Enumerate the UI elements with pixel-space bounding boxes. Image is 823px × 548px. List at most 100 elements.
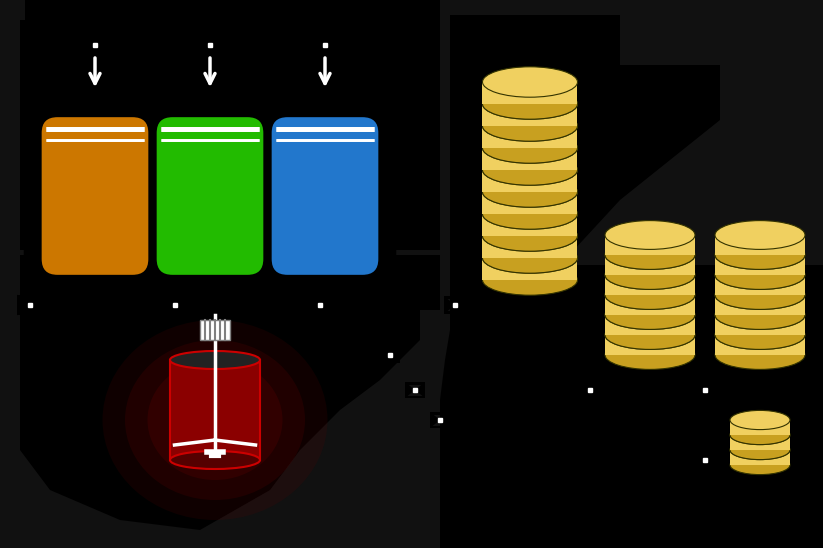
Ellipse shape (482, 243, 578, 273)
Bar (444, 296, 466, 299)
Ellipse shape (715, 261, 805, 289)
Polygon shape (694, 381, 705, 399)
Bar (482, 214, 578, 236)
Polygon shape (430, 412, 440, 428)
Polygon shape (705, 451, 716, 469)
Bar (482, 236, 578, 258)
Ellipse shape (482, 155, 578, 185)
Bar (197, 35, 223, 38)
Ellipse shape (482, 133, 578, 163)
Bar (715, 315, 805, 335)
Bar (170, 360, 260, 460)
Bar (380, 361, 400, 363)
Ellipse shape (730, 455, 790, 475)
Polygon shape (440, 265, 480, 548)
Bar (694, 466, 716, 469)
Ellipse shape (730, 441, 790, 460)
Ellipse shape (715, 241, 805, 270)
FancyBboxPatch shape (139, 98, 281, 291)
Bar (82, 35, 108, 38)
Polygon shape (380, 347, 390, 363)
Ellipse shape (103, 320, 328, 520)
Bar (605, 295, 695, 315)
Bar (17, 312, 43, 316)
Polygon shape (450, 15, 720, 265)
Bar (605, 235, 695, 255)
Bar (197, 52, 223, 55)
Bar (482, 258, 578, 280)
Polygon shape (20, 290, 420, 440)
Ellipse shape (482, 243, 578, 273)
Bar (715, 275, 805, 295)
Polygon shape (17, 295, 30, 316)
Polygon shape (325, 35, 338, 55)
Bar (405, 396, 425, 398)
Bar (482, 104, 578, 126)
Bar (605, 275, 695, 295)
FancyBboxPatch shape (40, 116, 150, 276)
Ellipse shape (605, 241, 695, 270)
Bar (730, 420, 790, 435)
Ellipse shape (605, 221, 695, 249)
FancyBboxPatch shape (156, 116, 264, 276)
Bar (715, 235, 805, 255)
Bar (715, 295, 805, 315)
Ellipse shape (715, 261, 805, 289)
Ellipse shape (482, 111, 578, 141)
Polygon shape (579, 381, 590, 399)
Polygon shape (415, 382, 425, 398)
Ellipse shape (147, 360, 282, 480)
Ellipse shape (715, 341, 805, 369)
Bar (730, 450, 790, 465)
Polygon shape (20, 255, 440, 310)
Ellipse shape (605, 261, 695, 289)
Bar (82, 52, 108, 55)
FancyBboxPatch shape (40, 116, 150, 276)
Bar (380, 347, 400, 350)
Ellipse shape (482, 111, 578, 141)
Ellipse shape (482, 199, 578, 229)
Polygon shape (162, 295, 175, 316)
Ellipse shape (170, 351, 260, 369)
Polygon shape (694, 451, 705, 469)
Bar (307, 295, 333, 298)
Ellipse shape (715, 221, 805, 249)
Ellipse shape (605, 281, 695, 310)
Bar (694, 451, 716, 454)
Polygon shape (82, 35, 95, 55)
Bar (694, 396, 716, 399)
Ellipse shape (730, 441, 790, 460)
Polygon shape (175, 295, 188, 316)
Polygon shape (210, 35, 223, 55)
Polygon shape (590, 381, 601, 399)
Bar (482, 126, 578, 148)
FancyBboxPatch shape (156, 116, 264, 276)
Bar (730, 435, 790, 450)
Ellipse shape (482, 177, 578, 207)
Ellipse shape (482, 89, 578, 119)
Bar (430, 425, 450, 428)
Polygon shape (440, 412, 450, 428)
Ellipse shape (605, 301, 695, 329)
Ellipse shape (482, 155, 578, 185)
Ellipse shape (482, 177, 578, 207)
Bar (405, 382, 425, 385)
Bar (715, 255, 805, 275)
Ellipse shape (605, 261, 695, 289)
Ellipse shape (715, 321, 805, 350)
Polygon shape (450, 265, 823, 548)
Bar (482, 148, 578, 170)
Polygon shape (20, 20, 440, 250)
Bar (605, 255, 695, 275)
Bar (444, 311, 466, 314)
Polygon shape (455, 296, 466, 314)
Polygon shape (444, 296, 455, 314)
FancyBboxPatch shape (253, 98, 396, 291)
Bar (482, 170, 578, 192)
Ellipse shape (125, 340, 305, 500)
Ellipse shape (715, 301, 805, 329)
Bar (312, 52, 338, 55)
Polygon shape (20, 290, 420, 530)
Bar (162, 312, 188, 316)
Polygon shape (312, 35, 325, 55)
